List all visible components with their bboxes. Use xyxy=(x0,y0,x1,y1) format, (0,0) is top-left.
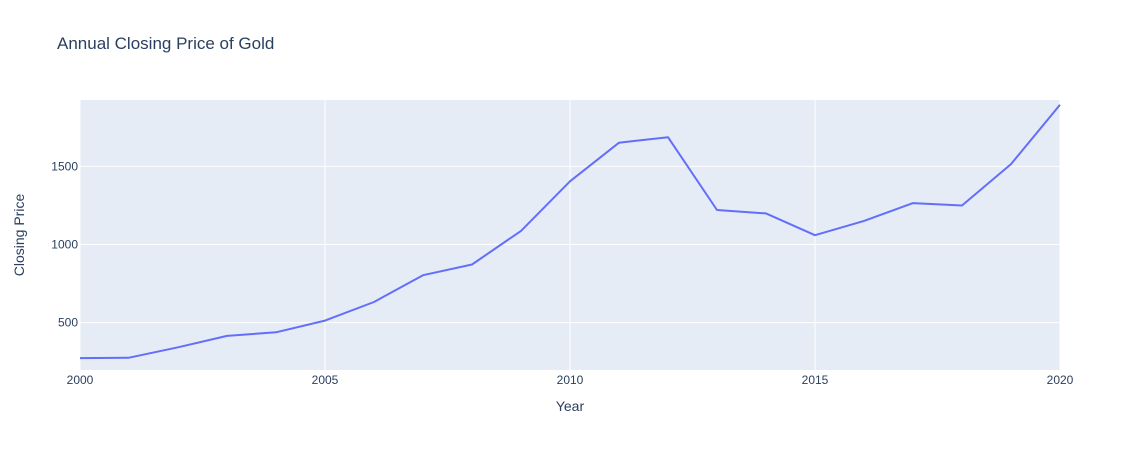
data-point xyxy=(961,204,963,206)
data-point xyxy=(422,274,424,276)
data-point xyxy=(373,301,375,303)
y-axis-ticks: 500 1000 1500 xyxy=(51,159,78,329)
data-point xyxy=(275,331,277,333)
y-tick-label: 1500 xyxy=(51,159,78,173)
x-axis-ticks: 2000 2005 2010 2015 2020 xyxy=(67,373,1074,387)
data-point xyxy=(863,220,865,222)
y-tick-label: 1000 xyxy=(51,238,78,252)
series-line xyxy=(79,104,1061,360)
data-point xyxy=(765,212,767,214)
x-tick-label: 2005 xyxy=(312,373,339,387)
data-point xyxy=(520,230,522,232)
y-axis-title: Closing Price xyxy=(11,194,27,277)
data-point xyxy=(814,234,816,236)
data-point xyxy=(912,202,914,204)
data-point xyxy=(569,180,571,182)
data-point xyxy=(618,142,620,144)
data-point xyxy=(667,136,669,138)
data-point xyxy=(128,357,130,359)
x-axis-title: Year xyxy=(556,398,585,414)
gridlines xyxy=(79,100,1061,370)
data-point xyxy=(324,320,326,322)
data-point xyxy=(79,357,81,359)
data-point xyxy=(1010,163,1012,165)
data-point xyxy=(471,264,473,266)
x-tick-label: 2020 xyxy=(1047,373,1074,387)
series-layer xyxy=(79,104,1061,360)
x-tick-label: 2015 xyxy=(802,373,829,387)
data-point xyxy=(177,346,179,348)
chart-title: Annual Closing Price of Gold xyxy=(57,34,275,53)
x-tick-label: 2010 xyxy=(557,373,584,387)
y-tick-label: 500 xyxy=(58,316,78,330)
data-point xyxy=(1059,104,1061,106)
data-point xyxy=(716,209,718,211)
x-tick-label: 2000 xyxy=(67,373,94,387)
data-point xyxy=(226,335,228,337)
